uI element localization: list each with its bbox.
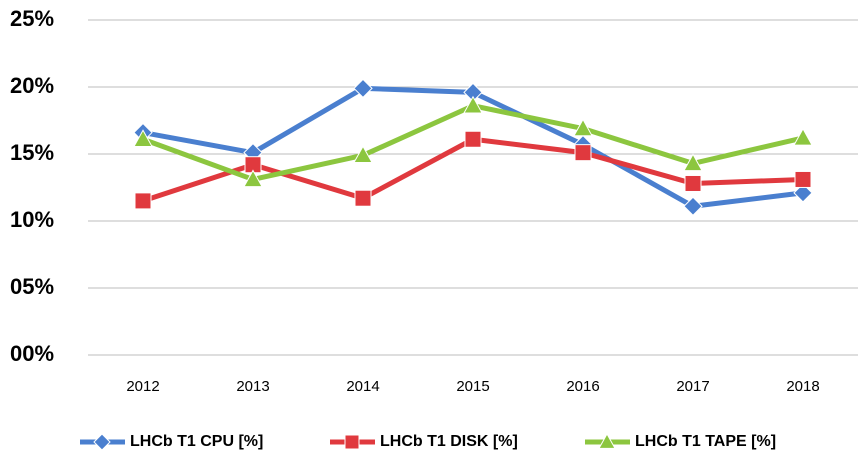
marker <box>133 129 153 147</box>
x-tick-label: 2016 <box>566 378 599 395</box>
marker <box>353 78 373 99</box>
marker <box>354 189 372 207</box>
legend-label: LHCb T1 CPU [%] <box>130 433 263 450</box>
legend-label: LHCb T1 TAPE [%] <box>635 433 776 450</box>
x-tick-label: 2014 <box>346 378 379 395</box>
marker <box>574 144 592 162</box>
marker <box>793 183 813 203</box>
marker <box>243 169 263 188</box>
x-tick-label: 2018 <box>786 378 819 395</box>
y-tick-label: 20% <box>10 73 54 98</box>
marker <box>353 145 373 164</box>
marker <box>793 127 813 146</box>
marker <box>134 192 152 210</box>
legend-label: LHCb T1 DISK [%] <box>380 433 518 450</box>
marker <box>464 130 482 148</box>
x-tick-label: 2017 <box>676 378 709 395</box>
y-tick-label: 25% <box>10 6 54 31</box>
y-tick-label: 10% <box>10 207 54 232</box>
y-tick-label: 05% <box>10 274 54 299</box>
marker <box>683 196 703 216</box>
marker <box>684 174 702 192</box>
marker <box>463 95 483 114</box>
marker <box>344 434 360 450</box>
marker <box>683 153 703 172</box>
marker <box>573 118 593 137</box>
y-tick-label: 15% <box>10 140 54 165</box>
x-tick-label: 2015 <box>456 378 489 395</box>
marker <box>598 432 616 449</box>
marker <box>93 433 111 451</box>
x-tick-label: 2013 <box>236 378 269 395</box>
x-tick-label: 2012 <box>126 378 159 395</box>
y-tick-label: 00% <box>10 341 54 366</box>
marker <box>794 170 812 188</box>
